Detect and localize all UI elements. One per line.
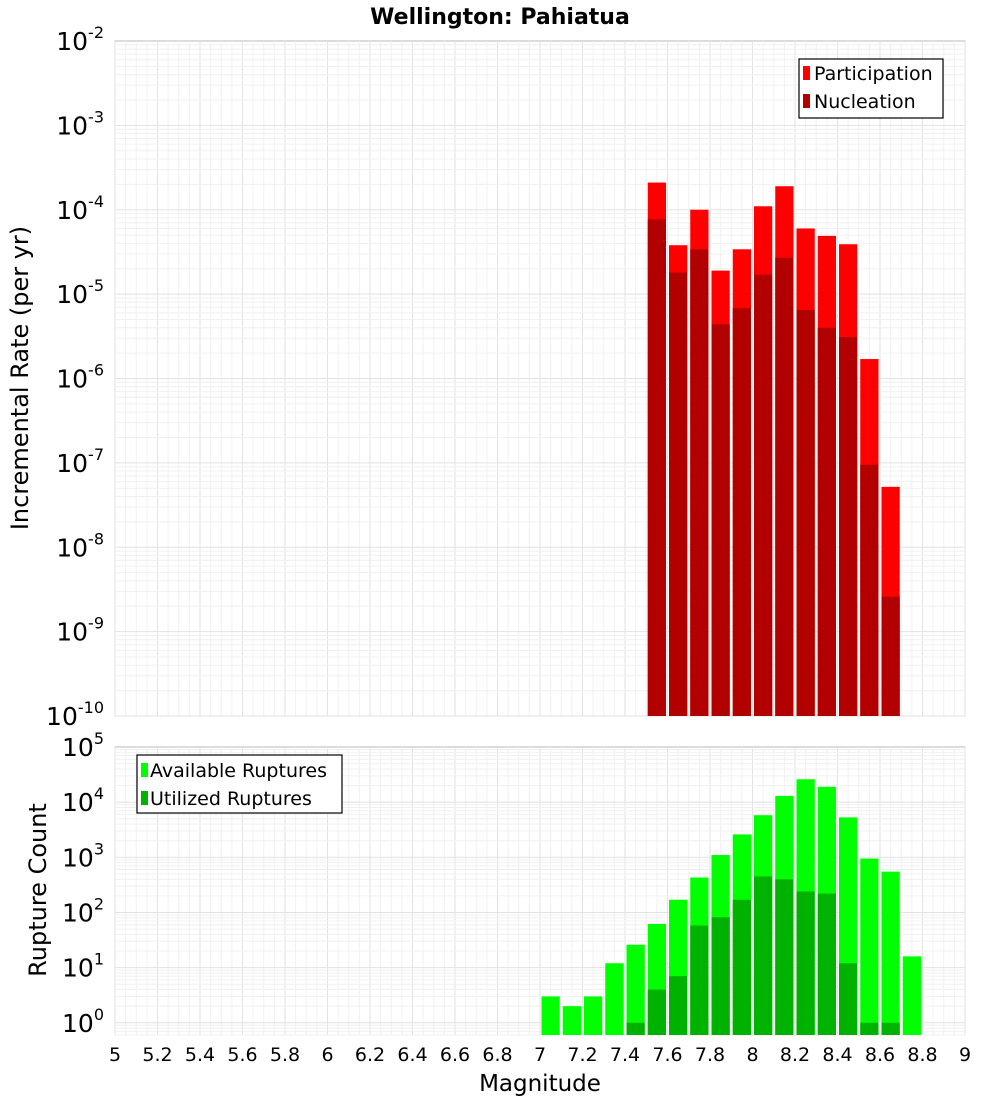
x-tick-label: 6.6 [440, 1044, 470, 1066]
bottom-bar-utilized-ruptures-16 [881, 1022, 900, 1035]
bottom-bar-utilized-ruptures-8 [711, 917, 730, 1035]
bottom-bar-available-ruptures-4 [626, 944, 645, 1035]
bottom-y-tick-label: 104 [62, 784, 104, 817]
top-y-tick-label: 10-9 [56, 614, 104, 647]
bottom-bar-available-ruptures-3 [605, 963, 624, 1035]
x-tick-label: 5.8 [270, 1044, 300, 1066]
x-tick-label: 8.4 [822, 1044, 852, 1066]
legend-swatch-available-ruptures [141, 763, 148, 777]
chart-title: Wellington: Pahiatua [370, 5, 630, 30]
bottom-bar-utilized-ruptures-10 [754, 876, 773, 1035]
x-tick-label: 7.2 [567, 1044, 597, 1066]
top-bar-nucleation-6 [775, 257, 794, 716]
top-y-tick-label: 10-6 [56, 361, 104, 394]
top-bar-nucleation-8 [817, 327, 836, 716]
bottom-y-axis-label: Rupture Count [24, 803, 52, 977]
bottom-bar-utilized-ruptures-7 [690, 925, 709, 1035]
bottom-bar-available-ruptures-16 [881, 871, 900, 1035]
x-tick-label: 8.8 [907, 1044, 937, 1066]
top-y-tick-label: 10-7 [56, 445, 104, 478]
bottom-bar-utilized-ruptures-13 [817, 893, 836, 1035]
top-y-tick-label: 10-10 [46, 698, 104, 731]
bottom-bar-utilized-ruptures-14 [839, 963, 858, 1035]
bottom-legend-box [136, 754, 343, 814]
x-tick-label: 7.6 [652, 1044, 682, 1066]
top-legend: Participation Nucleation [798, 58, 944, 119]
x-tick-label: 8 [746, 1044, 758, 1066]
top-bar-nucleation-10 [860, 464, 879, 716]
bottom-bar-utilized-ruptures-4 [626, 1022, 645, 1035]
top-y-tick-label: 10-4 [56, 192, 104, 225]
top-legend-box [798, 58, 944, 119]
bottom-bar-available-ruptures-1 [562, 1006, 581, 1035]
x-tick-label: 9 [959, 1044, 971, 1066]
legend-label-nucleation: Nucleation [814, 91, 916, 113]
top-y-tick-label: 10-3 [56, 107, 104, 140]
bottom-bar-utilized-ruptures-9 [732, 899, 751, 1035]
x-tick-label: 8.2 [780, 1044, 810, 1066]
x-tick-label: 5.6 [227, 1044, 257, 1066]
top-bar-nucleation-5 [754, 274, 773, 716]
top-y-axis-label: Incremental Rate (per yr) [6, 226, 34, 530]
top-bar-nucleation-1 [669, 272, 688, 716]
top-bar-nucleation-9 [839, 337, 858, 716]
top-y-tick-label: 10-5 [56, 276, 104, 309]
bottom-bar-available-ruptures-2 [584, 996, 603, 1035]
x-tick-label: 5 [109, 1044, 121, 1066]
top-bar-nucleation-4 [732, 308, 751, 716]
legend-swatch-participation [803, 66, 810, 80]
bottom-y-tick-label: 100 [62, 1005, 104, 1038]
x-tick-label: 6.8 [482, 1044, 512, 1066]
bottom-bar-utilized-ruptures-6 [669, 976, 688, 1035]
bottom-y-tick-label: 102 [62, 894, 104, 927]
bottom-bar-available-ruptures-17 [902, 956, 921, 1035]
legend-swatch-nucleation [803, 94, 810, 108]
x-tick-label: 8.6 [865, 1044, 895, 1066]
x-tick-label: 5.4 [185, 1044, 215, 1066]
legend-label-available-ruptures: Available Ruptures [150, 760, 327, 782]
bottom-bar-available-ruptures-15 [860, 858, 879, 1035]
x-tick-label: 6.4 [397, 1044, 427, 1066]
bottom-legend: Available Ruptures Utilized Ruptures [136, 754, 343, 814]
x-tick-label: 7.8 [695, 1044, 725, 1066]
top-bar-nucleation-0 [647, 219, 666, 717]
top-bar-nucleation-7 [796, 309, 815, 716]
bottom-y-tick-label: 101 [62, 950, 104, 983]
bottom-bar-utilized-ruptures-15 [860, 1022, 879, 1035]
x-tick-label: 6 [321, 1044, 333, 1066]
legend-label-utilized-ruptures: Utilized Ruptures [150, 788, 312, 810]
top-y-tick-label: 10-2 [56, 23, 104, 56]
x-tick-label: 6.2 [355, 1044, 385, 1066]
x-axis-label: Magnitude [479, 1071, 601, 1097]
bottom-bar-available-ruptures-0 [541, 996, 560, 1035]
legend-label-participation: Participation [814, 63, 933, 85]
top-bar-nucleation-11 [881, 596, 900, 716]
top-y-tick-label: 10-8 [56, 529, 104, 562]
bottom-bar-utilized-ruptures-11 [775, 879, 794, 1035]
x-tick-label: 7.4 [610, 1044, 640, 1066]
bottom-bar-utilized-ruptures-12 [796, 891, 815, 1035]
bottom-y-tick-label: 105 [62, 729, 104, 762]
bottom-y-tick-label: 103 [62, 839, 104, 872]
x-tick-label: 7 [534, 1044, 546, 1066]
x-tick-label: 5.2 [142, 1044, 172, 1066]
legend-swatch-utilized-ruptures [141, 791, 148, 805]
top-bar-nucleation-3 [711, 324, 730, 716]
bottom-bar-utilized-ruptures-5 [647, 989, 666, 1035]
top-bar-nucleation-2 [690, 249, 709, 716]
